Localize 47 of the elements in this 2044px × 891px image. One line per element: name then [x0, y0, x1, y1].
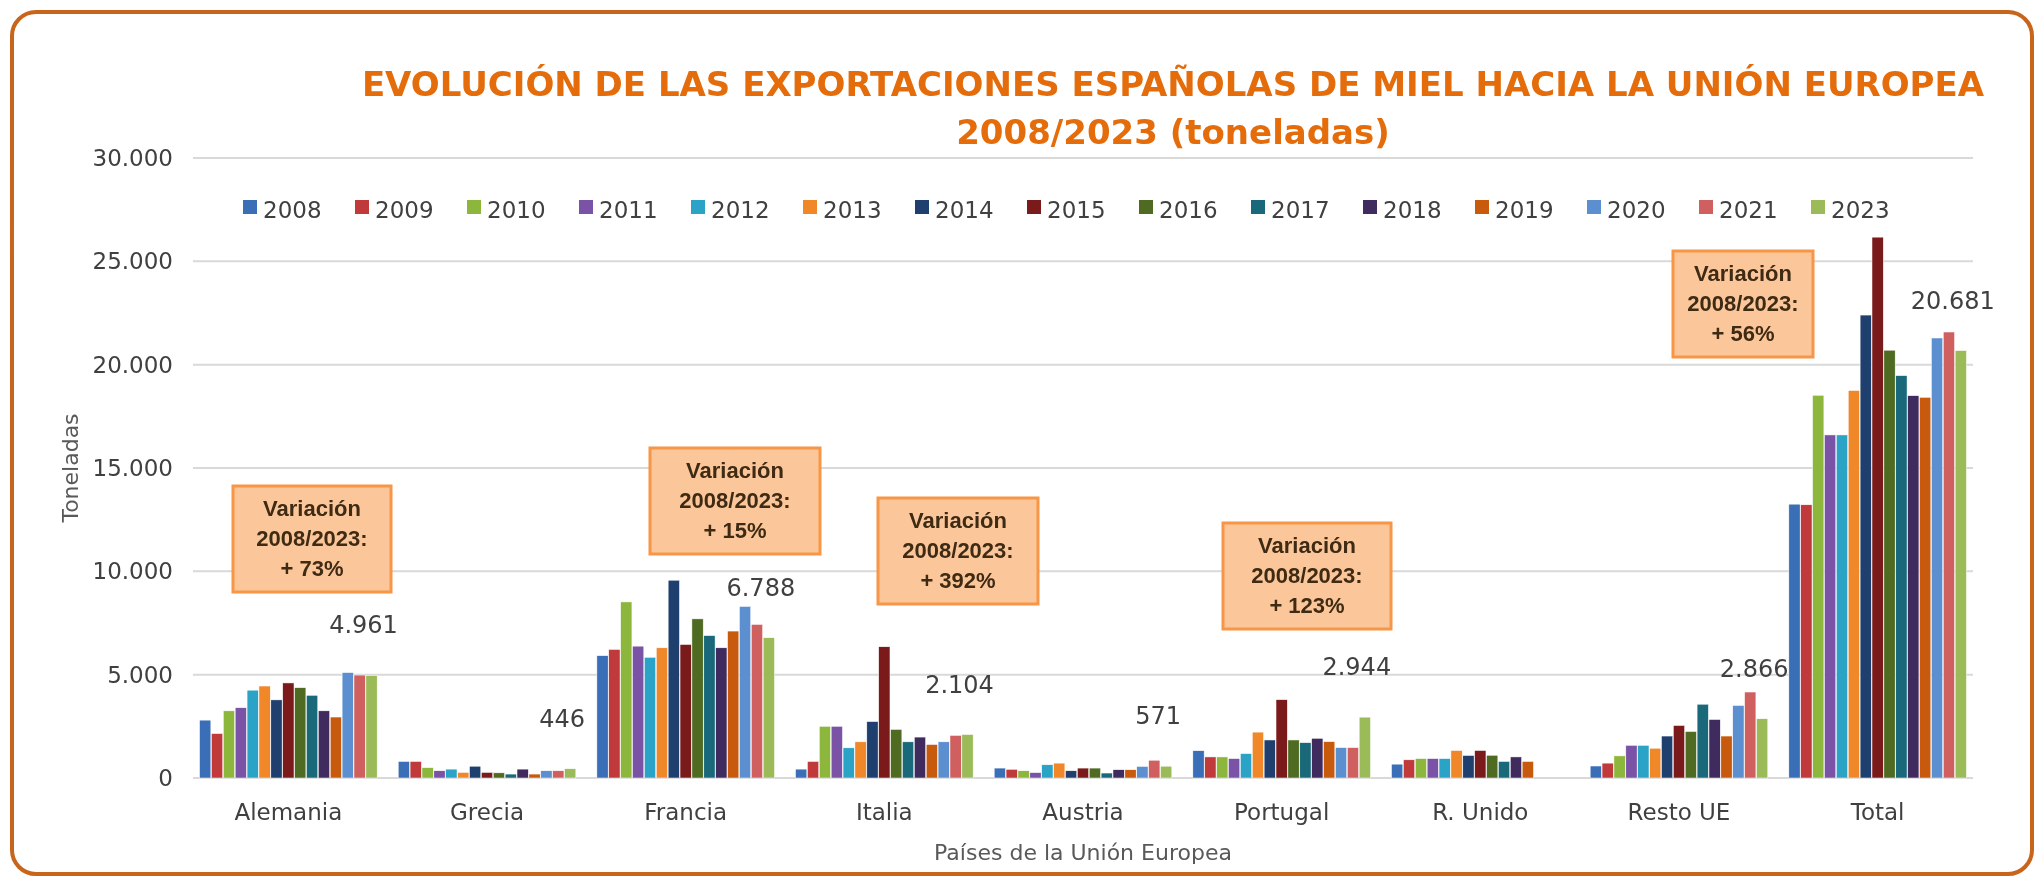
- legend-label: 2020: [1607, 197, 1666, 224]
- legend-label: 2013: [823, 197, 882, 224]
- x-axis-title: Países de la Unión Europea: [934, 840, 1232, 865]
- annotation: Variación 2008/2023: + 73%: [256, 496, 368, 581]
- legend-label: 2010: [487, 197, 546, 224]
- x-tick-label: Italia: [855, 799, 913, 825]
- data-label: 4.961: [329, 611, 398, 640]
- legend-label: 2018: [1383, 197, 1442, 224]
- data-label: 20.681: [1910, 286, 1995, 315]
- y-tick-label: 15.000: [92, 455, 173, 482]
- data-label: 2.866: [1719, 654, 1789, 683]
- legend-label: 2017: [1271, 197, 1330, 224]
- x-tick-label: Grecia: [449, 799, 525, 825]
- annotation: Variación 2008/2023: + 123%: [1251, 533, 1363, 618]
- x-tick-label: Resto UE: [1627, 799, 1731, 825]
- annotation: Variación 2008/2023: + 56%: [1687, 261, 1799, 346]
- legend-label: 2011: [599, 197, 658, 224]
- legend-label: 2023: [1831, 197, 1890, 224]
- y-axis-title: Toneladas: [58, 413, 83, 524]
- x-tick-label: Francia: [644, 799, 728, 825]
- legend-label: 2014: [935, 197, 994, 224]
- annotation: Variación 2008/2023: + 392%: [902, 508, 1014, 593]
- data-label: 2.104: [925, 670, 994, 699]
- legend-label: 2019: [1495, 197, 1554, 224]
- data-label: 2.944: [1322, 653, 1392, 682]
- data-label: 571: [1135, 702, 1182, 731]
- x-tick-label: Portugal: [1234, 799, 1330, 825]
- legend-label: 2021: [1719, 197, 1778, 224]
- data-label: 6.788: [726, 573, 796, 602]
- x-tick-label: Austria: [1042, 799, 1124, 825]
- chart-title: EVOLUCIÓN DE LAS EXPORTACIONES ESPAÑOLAS DE MIEL HACIA LA UNIÓN EUROPEA 2008/2023 (toneladas): [361, 64, 1985, 152]
- y-tick-label: 5.000: [107, 661, 173, 688]
- x-tick-label: Alemania: [234, 799, 343, 825]
- y-tick-label: 10.000: [92, 558, 173, 585]
- legend-label: 2009: [375, 197, 434, 224]
- y-tick-label: 20.000: [92, 351, 173, 378]
- legend-label: 2008: [263, 197, 322, 224]
- x-tick-label: Total: [1849, 799, 1905, 825]
- annotation: Variación 2008/2023: + 15%: [679, 458, 791, 543]
- y-tick-label: 25.000: [92, 248, 173, 275]
- data-label: 446: [539, 704, 586, 733]
- legend-label: 2016: [1159, 197, 1218, 224]
- y-tick-label: 0: [158, 765, 173, 792]
- x-tick-label: R. Unido: [1432, 799, 1529, 825]
- y-tick-label: 30.000: [92, 145, 173, 172]
- legend-label: 2015: [1047, 197, 1106, 224]
- legend-label: 2012: [711, 197, 770, 224]
